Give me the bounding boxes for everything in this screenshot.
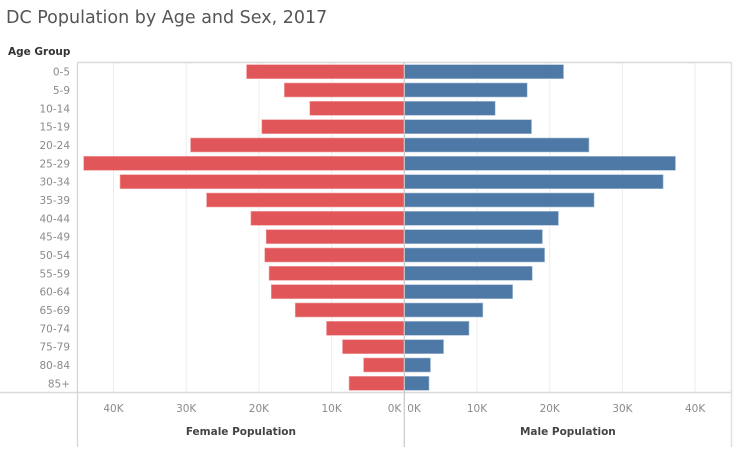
category-label: 60-64 [39,287,70,299]
bar-male-20-24[interactable] [403,137,590,153]
tick-label-female-10K: 10K [321,403,342,415]
bar-male-85+[interactable] [403,376,430,391]
bar-male-10-14[interactable] [403,101,496,116]
tick-label-male-30K: 30K [612,403,633,415]
bar-male-25-29[interactable] [403,156,676,171]
category-label: 80-84 [39,360,70,372]
bar-male-50-54[interactable] [403,247,545,263]
bar-female-55-59[interactable] [268,266,405,281]
x-axis-title-female: Female Population [186,426,296,438]
category-label: 55-59 [39,268,70,280]
bar-male-65-69[interactable] [403,302,484,318]
category-label: 70-74 [39,323,70,335]
category-label: 75-79 [39,342,70,354]
category-label: 85+ [48,378,70,390]
bar-male-80-84[interactable] [403,357,431,373]
tick-label-female-20K: 20K [249,403,270,415]
category-label: 35-39 [39,195,70,207]
bar-female-30-34[interactable] [119,174,405,189]
tick-labels: 0K 10K 20K 30K 40K 0K 10K 20K 30K 40K [103,403,706,415]
bar-female-15-19[interactable] [261,119,405,134]
category-label: 15-19 [39,122,70,134]
category-label: 25-29 [39,158,70,170]
tick-label-male-20K: 20K [540,403,561,415]
bar-female-45-49[interactable] [265,229,405,244]
bar-male-15-19[interactable] [403,119,532,134]
gridlines [113,62,696,393]
tick-label-female-0K: 0K [388,403,403,415]
tick-label-female-40K: 40K [103,403,124,415]
bar-male-70-74[interactable] [403,321,470,336]
bar-male-75-79[interactable] [403,339,444,354]
x-axis-title-male: Male Population [520,426,616,438]
category-label: 45-49 [39,232,70,244]
chart-title: DC Population by Age and Sex, 2017 [6,8,328,28]
category-label: 40-44 [39,213,70,225]
bar-female-85+[interactable] [348,376,405,391]
bar-male-40-44[interactable] [403,211,559,226]
bar-female-80-84[interactable] [363,357,405,373]
bar-female-20-24[interactable] [190,137,405,153]
bar-male-5-9[interactable] [403,82,528,98]
bar-female-5-9[interactable] [284,82,405,98]
bars [83,64,676,391]
bar-male-55-59[interactable] [403,266,533,281]
category-labels: 0-5 5-9 10-14 15-19 20-24 25-29 30-34 35-39 40-4… [39,67,70,391]
tick-label-male-40K: 40K [685,403,706,415]
category-label: 30-34 [39,177,70,189]
bar-female-10-14[interactable] [309,101,405,116]
bar-male-60-64[interactable] [403,284,513,299]
bar-male-0-5[interactable] [403,64,564,79]
category-label: 0-5 [53,67,70,79]
category-label: 50-54 [39,250,70,262]
bar-female-75-79[interactable] [342,339,405,354]
bar-female-40-44[interactable] [250,211,405,226]
bar-female-50-54[interactable] [264,247,405,263]
bar-female-65-69[interactable] [294,302,405,318]
bar-male-35-39[interactable] [403,192,595,208]
category-label: 10-14 [39,103,70,115]
tick-label-female-30K: 30K [176,403,197,415]
bar-male-30-34[interactable] [403,174,664,189]
category-label: 65-69 [39,305,70,317]
bar-female-25-29[interactable] [83,156,405,171]
bar-female-70-74[interactable] [326,321,405,336]
bar-female-35-39[interactable] [206,192,405,208]
chart-frame [0,61,733,447]
y-axis-title: Age Group [8,46,71,58]
category-label: 5-9 [53,85,70,97]
bar-female-0-5[interactable] [246,64,405,79]
bar-female-60-64[interactable] [270,284,405,299]
category-label: 20-24 [39,140,70,152]
tick-label-male-0K: 0K [407,403,422,415]
bar-male-45-49[interactable] [403,229,543,244]
tick-label-male-10K: 10K [467,403,488,415]
